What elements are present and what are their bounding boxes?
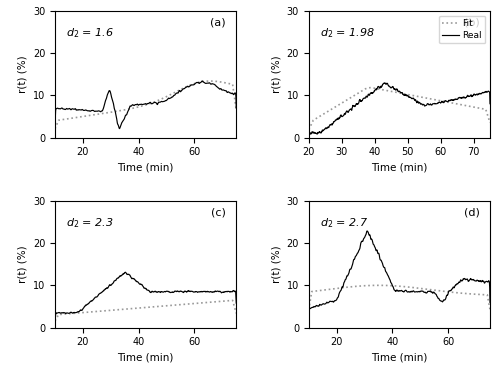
Legend: Fit, Real: Fit, Real — [439, 15, 486, 43]
Text: (c): (c) — [210, 207, 226, 217]
Text: (d): (d) — [464, 207, 480, 217]
Text: (b): (b) — [464, 17, 479, 27]
Text: $d_2$ = 2.3: $d_2$ = 2.3 — [66, 216, 114, 230]
Text: $d_2$ = 1.6: $d_2$ = 1.6 — [66, 26, 114, 40]
X-axis label: Time (min): Time (min) — [118, 163, 174, 173]
Text: $d_2$ = 1.98: $d_2$ = 1.98 — [320, 26, 374, 40]
Y-axis label: r(t) (%): r(t) (%) — [18, 56, 28, 93]
Text: $d_2$ = 2.7: $d_2$ = 2.7 — [320, 216, 368, 230]
Y-axis label: r(t) (%): r(t) (%) — [271, 245, 281, 283]
X-axis label: Time (min): Time (min) — [371, 353, 428, 363]
X-axis label: Time (min): Time (min) — [118, 353, 174, 363]
Y-axis label: r(t) (%): r(t) (%) — [18, 245, 28, 283]
X-axis label: Time (min): Time (min) — [371, 163, 428, 173]
Y-axis label: r(t) (%): r(t) (%) — [271, 56, 281, 93]
Text: (a): (a) — [210, 17, 226, 27]
